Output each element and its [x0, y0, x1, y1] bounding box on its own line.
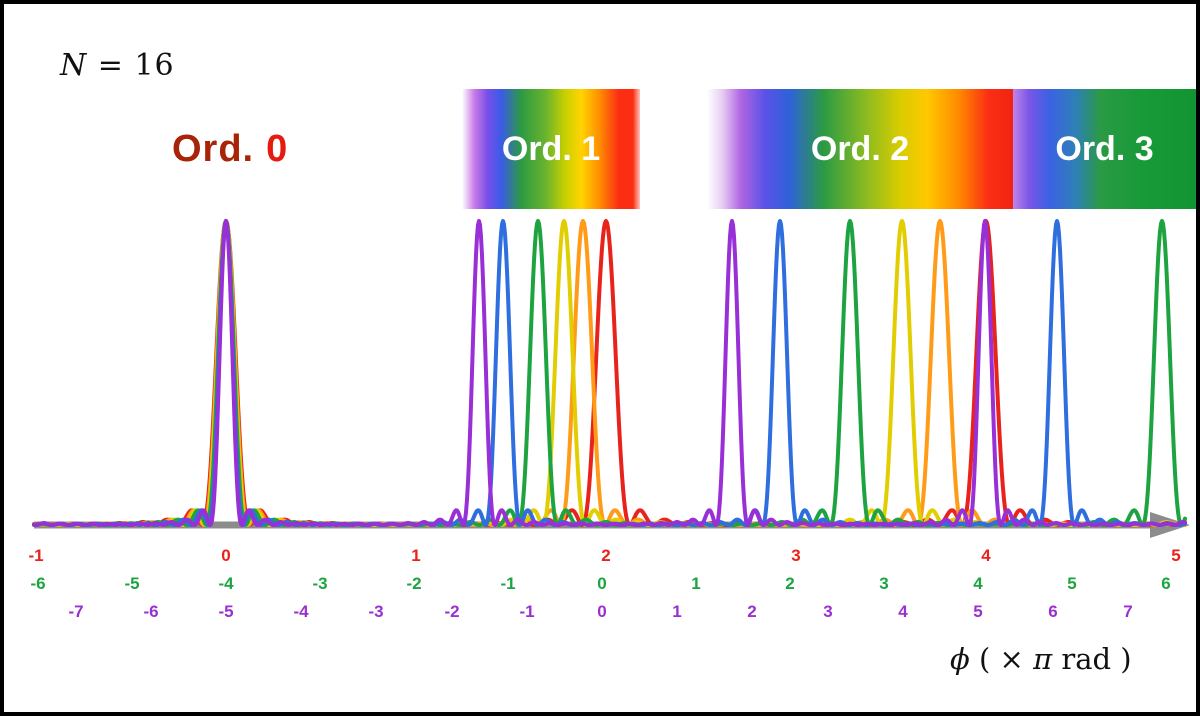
tick-green-axis--4: -4 [218, 574, 234, 593]
n-value: = 16 [87, 48, 175, 83]
tick-violet-axis-5: 5 [973, 602, 983, 621]
tick-green-axis--2: -2 [406, 574, 422, 593]
tick-violet-axis-3: 3 [823, 602, 833, 621]
tick-red-axis-2: 2 [601, 546, 611, 565]
tick-red-axis-5: 5 [1171, 546, 1181, 565]
tick-violet-axis-1: 1 [672, 602, 682, 621]
tick-violet-axis--1: -1 [519, 602, 535, 621]
tick-violet-axis-4: 4 [898, 602, 908, 621]
order-0-label: Ord. 0 [172, 128, 287, 171]
order-3-band: Ord. 3 [1013, 89, 1196, 209]
tick-red-axis-0: 0 [221, 546, 231, 565]
axis-label-end: rad ) [1052, 642, 1132, 676]
order-1-band: Ord. 1 [462, 89, 640, 209]
n-variable: N [60, 48, 88, 83]
tick-violet-axis--7: -7 [68, 602, 84, 621]
tick-violet-axis--2: -2 [444, 602, 460, 621]
order-0-number: 0 [266, 128, 288, 170]
phi-symbol: ϕ [950, 642, 970, 676]
tick-green-axis--5: -5 [124, 574, 140, 593]
tick-violet-axis-2: 2 [747, 602, 757, 621]
tick-red-axis-1: 1 [411, 546, 421, 565]
order-2-band-label: Ord. 2 [810, 129, 910, 168]
order-1-band-label: Ord. 1 [501, 129, 601, 168]
tick-red-axis-3: 3 [791, 546, 801, 565]
pi-symbol: π [1033, 642, 1053, 676]
axis-label-mid: ( × [969, 642, 1034, 676]
order-2-band: Ord. 2 [707, 89, 1013, 209]
tick-green-axis-6: 6 [1161, 574, 1171, 593]
tick-violet-axis--4: -4 [293, 602, 309, 621]
tick-violet-axis-7: 7 [1123, 602, 1133, 621]
tick-violet-axis-6: 6 [1048, 602, 1058, 621]
tick-violet-axis--3: -3 [368, 602, 384, 621]
tick-violet-axis--5: -5 [218, 602, 234, 621]
tick-violet-axis--6: -6 [143, 602, 159, 621]
tick-green-axis-5: 5 [1067, 574, 1077, 593]
tick-green-axis-4: 4 [973, 574, 983, 593]
curve-violet [32, 219, 1187, 527]
curve-red [32, 219, 1187, 527]
tick-green-axis--6: -6 [30, 574, 46, 593]
n-equals-16-label: N = 16 [60, 48, 175, 83]
x-axis-label: ϕ ( × π rad ) [950, 642, 1132, 676]
tick-red-axis-4: 4 [981, 546, 991, 565]
tick-green-axis--1: -1 [500, 574, 516, 593]
tick-red-axis--1: -1 [28, 546, 44, 565]
tick-violet-axis-0: 0 [597, 602, 607, 621]
order-0-word: Ord. [172, 128, 255, 170]
tick-green-axis--3: -3 [312, 574, 328, 593]
tick-green-axis-0: 0 [597, 574, 607, 593]
spectra-plot [32, 219, 1190, 538]
order-3-band-label: Ord. 3 [1055, 129, 1154, 168]
tick-green-axis-3: 3 [879, 574, 889, 593]
tick-green-axis-2: 2 [785, 574, 795, 593]
tick-green-axis-1: 1 [691, 574, 701, 593]
